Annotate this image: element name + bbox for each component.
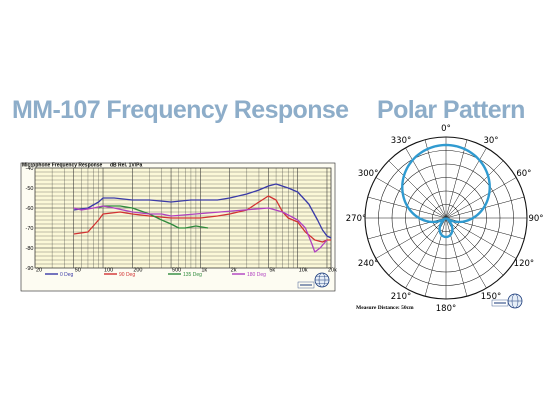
polar-angle-label: 0° — [441, 124, 451, 134]
frequency-response-chart: Microphone Frequency Response dB Rel. 1V… — [20, 163, 337, 292]
polar-pattern-chart: 0° 30° 60° 90° 120° 150° 180° 210° 240° 270° 300° 3… — [346, 124, 544, 314]
polar-spoke — [445, 160, 504, 219]
fr-series-line-180-deg — [73, 205, 328, 253]
polar-spoke — [424, 217, 447, 297]
globe-logo-icon — [297, 272, 330, 289]
fr-y-tick-label: -50 — [26, 186, 34, 192]
fr-x-tick-label: 1k — [201, 268, 207, 274]
fr-x-tick-label: 2k — [231, 268, 237, 274]
polar-spoke — [388, 160, 447, 219]
fr-y-tick-label: -90 — [26, 266, 34, 272]
polar-angle-label: 60° — [516, 169, 531, 179]
fr-series-line-135-deg — [98, 205, 209, 229]
frequency-response-title: MM-107 Frequency Response — [12, 96, 349, 124]
fr-x-tick-label: 50 — [75, 268, 81, 274]
polar-angle-label: 270° — [346, 214, 366, 224]
fr-x-tick-label: 200 — [133, 268, 142, 274]
polar-spoke — [375, 217, 447, 259]
polar-pattern-trace — [401, 143, 491, 239]
polar-angle-label: 240° — [358, 259, 378, 269]
polar-angle-label: 90° — [528, 214, 543, 224]
polar-spoke — [424, 139, 447, 219]
globe-logo-icon — [491, 293, 523, 309]
fr-y-tick-label: -70 — [26, 226, 34, 232]
fr-y-tick-label: -60 — [26, 206, 34, 212]
legend-label-90deg: 90 Deg — [119, 272, 135, 278]
fr-x-tick-label: 500 — [172, 268, 181, 274]
fr-unit-label: dB Rel. 1V/Pa — [110, 163, 142, 169]
polar-spoke — [405, 147, 447, 219]
polar-spoke — [375, 177, 447, 219]
fr-x-tick-label: 5k — [269, 268, 275, 274]
polar-angle-label: 120° — [514, 259, 534, 269]
fr-x-tick-label: 10k — [299, 268, 308, 274]
polar-spoke — [445, 139, 468, 219]
polar-angle-label: 210° — [391, 292, 411, 302]
polar-spoke — [445, 177, 517, 219]
polar-spoke — [445, 217, 504, 276]
polar-spoke — [445, 217, 468, 297]
polar-pattern-title: Polar Pattern — [377, 96, 525, 124]
fr-chart-caption: Microphone Frequency Response — [22, 163, 103, 169]
fr-x-tick-label: 20k — [328, 268, 337, 274]
polar-angle-label: 150° — [481, 292, 501, 302]
legend-label-180deg: 180 Deg — [247, 272, 266, 278]
legend-label-135deg: 135 Deg — [183, 272, 202, 278]
polar-angle-label: 30° — [483, 136, 498, 146]
fr-y-tick-label: -40 — [26, 166, 34, 172]
polar-spoke — [445, 147, 487, 219]
polar-angle-label: 330° — [391, 136, 411, 146]
polar-angle-label: 300° — [358, 169, 378, 179]
fr-series-line-0-deg — [73, 183, 332, 239]
fr-x-tick-label: 20 — [36, 268, 42, 274]
fr-x-tick-label: 100 — [104, 268, 113, 274]
polar-spoke — [445, 217, 517, 259]
fr-y-tick-label: -80 — [26, 246, 34, 252]
polar-spoke — [388, 217, 447, 276]
polar-angle-label: 180° — [436, 304, 456, 314]
legend-label-0deg: 0 Deg — [60, 272, 74, 278]
polar-footnote: Measure Distance: 50cm — [356, 305, 414, 311]
